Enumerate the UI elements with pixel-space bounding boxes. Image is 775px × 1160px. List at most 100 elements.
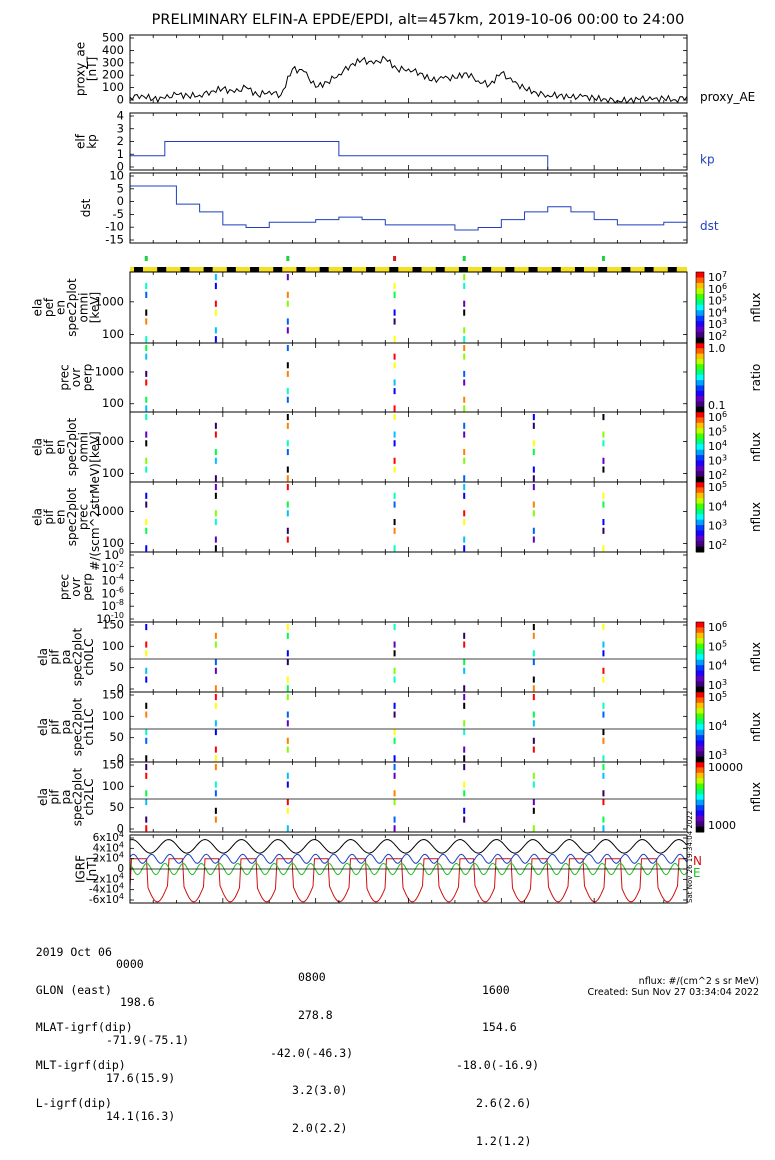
spectrogram-pixel bbox=[463, 475, 466, 482]
y-tick-label: 1000 bbox=[95, 434, 124, 448]
spectrogram-pixel bbox=[145, 353, 148, 360]
orbit-bar-segment bbox=[505, 267, 515, 272]
colorbar-segment bbox=[696, 756, 704, 763]
spectrogram-pixel bbox=[602, 737, 605, 744]
spectrogram-pixel bbox=[145, 291, 148, 298]
spectrogram-pixel bbox=[145, 825, 148, 832]
spectrogram-pixel bbox=[532, 772, 535, 779]
y-axis-label: spec2plot bbox=[65, 487, 79, 546]
colorbar-segment bbox=[696, 508, 704, 515]
y-axis-label: dst bbox=[79, 198, 93, 217]
colorbar-segment bbox=[696, 282, 704, 289]
y-tick-label: 10-10 bbox=[96, 611, 124, 626]
colorbar-segment bbox=[696, 444, 704, 451]
y-axis-label: pef bbox=[42, 297, 56, 317]
spectrogram-pixel bbox=[463, 336, 466, 343]
y-axis-label: en bbox=[53, 440, 67, 455]
spectrogram-pixel bbox=[214, 449, 217, 456]
ephemeris-value: -42.0(-46.3) bbox=[270, 1045, 354, 1060]
colorbar-tick-label: 105 bbox=[708, 480, 727, 495]
colorbar-segment bbox=[696, 627, 704, 634]
colorbar-segment bbox=[696, 686, 704, 693]
colorbar-segment bbox=[696, 514, 704, 521]
spectrogram-pixel bbox=[286, 659, 289, 666]
spectrogram-pixel bbox=[145, 309, 148, 316]
spectrogram-pixel bbox=[286, 807, 289, 814]
colorbar-segment bbox=[696, 492, 704, 499]
colorbar-segment bbox=[696, 358, 704, 365]
spectrogram-pixel bbox=[532, 536, 535, 543]
spectrogram-pixel bbox=[145, 527, 148, 534]
ephemeris-label: L-igrf(dip) bbox=[35, 1095, 112, 1110]
spectrogram-pixel bbox=[602, 492, 605, 499]
colorbar-segment bbox=[696, 369, 704, 376]
spectrogram-pixel bbox=[145, 772, 148, 779]
colorbar-segment bbox=[696, 299, 704, 306]
spectrogram-pixel bbox=[602, 790, 605, 797]
spectrogram-pixel bbox=[145, 545, 148, 552]
spectrogram-pixel bbox=[286, 624, 289, 631]
spectrogram-pixel bbox=[286, 825, 289, 832]
spectrogram-pixel bbox=[214, 702, 217, 709]
panel-2: dst bbox=[129, 172, 719, 244]
y-axis-label: spec2plot bbox=[71, 767, 85, 826]
spectrogram-pixel bbox=[463, 807, 466, 814]
spectrogram-pixel bbox=[463, 702, 466, 709]
colorbar-segment bbox=[696, 487, 704, 494]
ephemeris-row-time: 2019 Oct 06 0000 0800 1600 bbox=[8, 933, 510, 995]
panel-4: 1.0 0.1 ratio bbox=[129, 342, 763, 413]
y-tick-label: 1 bbox=[117, 147, 124, 161]
colorbar-segment bbox=[696, 460, 704, 467]
y-tick-label: 0 bbox=[117, 822, 124, 836]
spectrogram-pixel bbox=[602, 414, 605, 421]
spectrogram-pixel bbox=[463, 274, 466, 281]
orbit-bar-segment bbox=[667, 267, 677, 272]
y-tick-label: 6x104 bbox=[93, 830, 124, 845]
colorbar-segment bbox=[696, 304, 704, 311]
spectrogram-pixel bbox=[463, 457, 466, 464]
spectrogram-pixel bbox=[145, 370, 148, 377]
y-tick-label: 0 bbox=[117, 93, 124, 107]
colorbar-segment bbox=[696, 643, 704, 650]
spectrogram-pixel bbox=[393, 755, 396, 762]
spectrogram-pixel bbox=[532, 711, 535, 718]
spectrogram-pixel bbox=[463, 729, 466, 736]
colorbar-segment bbox=[696, 272, 704, 278]
spectrogram-pixel bbox=[463, 641, 466, 648]
orbit-bar bbox=[130, 256, 687, 272]
colorbar-segment bbox=[696, 353, 704, 360]
y-axis-label: ch2LC bbox=[82, 779, 96, 816]
panel-stack: proxy_AEproxy_ae[nT]5004003002001000kpel… bbox=[30, 31, 763, 907]
spectrogram-pixel bbox=[532, 484, 535, 491]
spectrogram-pixel bbox=[463, 632, 466, 639]
spectrogram-pixel bbox=[214, 274, 217, 281]
spectrogram-pixel bbox=[602, 431, 605, 438]
colorbar-segment bbox=[696, 713, 704, 720]
y-axis-label: ela bbox=[30, 438, 44, 456]
y-tick-label: 10 bbox=[109, 169, 124, 183]
ephemeris-value: 278.8 bbox=[298, 1007, 333, 1022]
spectrogram-pixel bbox=[145, 492, 148, 499]
burst-marker bbox=[144, 256, 148, 261]
colorbar-segment bbox=[696, 396, 704, 402]
spectrogram-pixel bbox=[145, 816, 148, 823]
spectrogram-pixel bbox=[286, 422, 289, 429]
orbit-bar-segment bbox=[621, 267, 631, 272]
colorbar-segment bbox=[696, 810, 704, 817]
y-axis-label: en bbox=[53, 300, 67, 315]
spectrogram-pixel bbox=[393, 772, 396, 779]
y-axis-label: ela bbox=[36, 788, 50, 806]
spectrogram-pixel bbox=[393, 501, 396, 508]
colorbar-segment bbox=[696, 767, 704, 774]
orbit-bar-segment bbox=[134, 267, 143, 272]
colorbar-tick-label: 103 bbox=[708, 518, 727, 533]
spectrogram-pixel bbox=[145, 466, 148, 473]
colorbar-tick-label: 106 bbox=[708, 410, 727, 425]
ephemeris-row-mlt: MLT-igrf(dip) 17.6(15.9) 3.2(3.0) 2.6(2.… bbox=[8, 1047, 532, 1109]
spectrogram-pixel bbox=[145, 764, 148, 771]
y-tick-label: 1000 bbox=[95, 504, 124, 518]
y-tick-label: 50 bbox=[109, 800, 124, 814]
spectrogram-pixel bbox=[145, 650, 148, 657]
spectrogram-pixel bbox=[532, 449, 535, 456]
orbit-bar-segment bbox=[180, 267, 190, 272]
